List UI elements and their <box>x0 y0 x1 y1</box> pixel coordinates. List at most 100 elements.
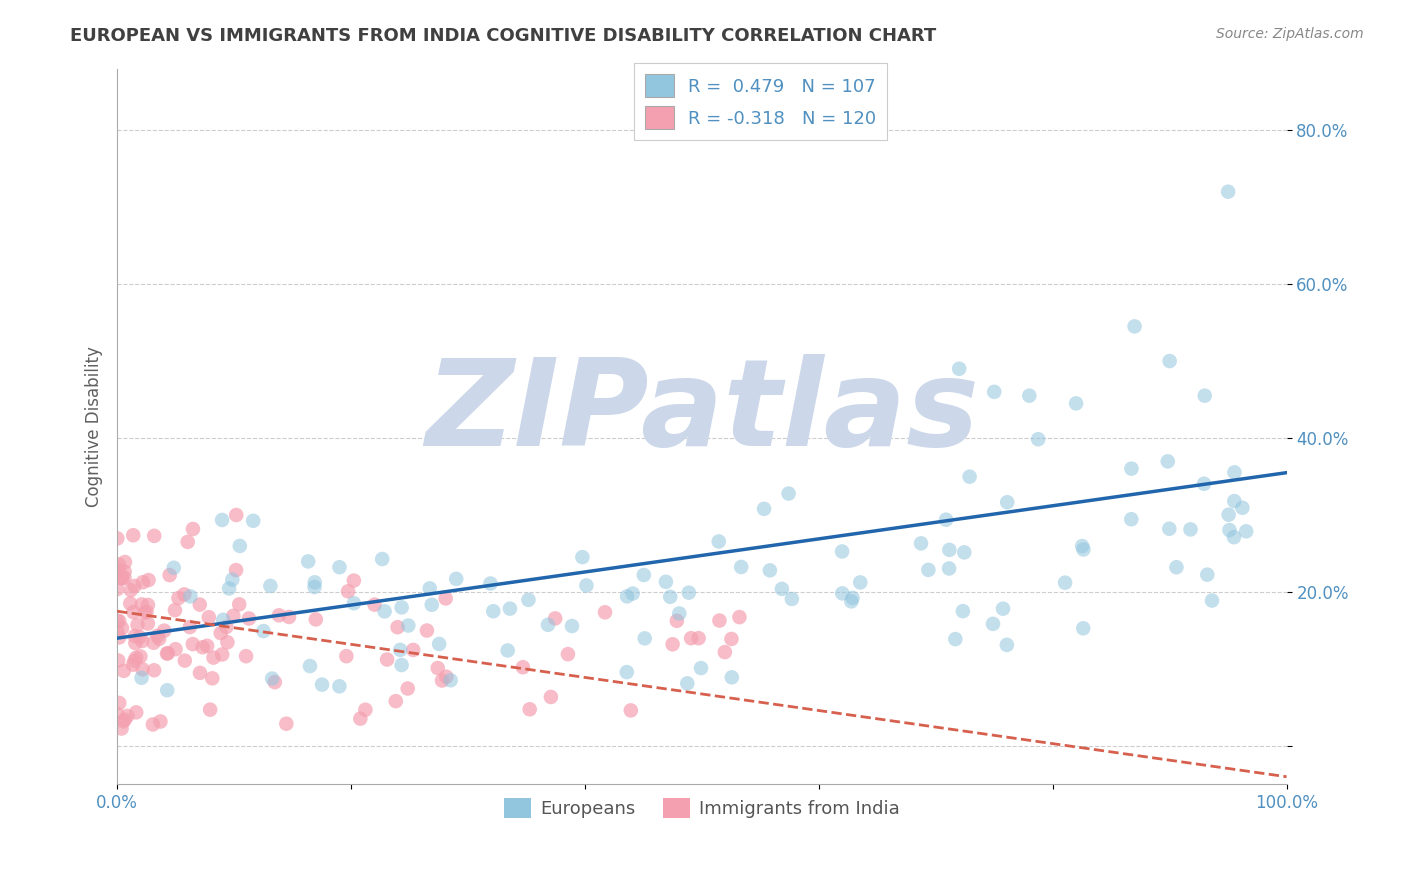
Point <box>143 663 166 677</box>
Point <box>142 636 165 650</box>
Point <box>391 600 413 615</box>
Point <box>849 575 872 590</box>
Point <box>105 624 128 639</box>
Point <box>156 683 179 698</box>
Point <box>177 534 200 549</box>
Point <box>105 614 128 628</box>
Point <box>1232 500 1254 515</box>
Text: EUROPEAN VS IMMIGRANTS FROM INDIA COGNITIVE DISABILITY CORRELATION CHART: EUROPEAN VS IMMIGRANTS FROM INDIA COGNIT… <box>70 27 936 45</box>
Point <box>659 590 682 604</box>
Point <box>374 604 396 618</box>
Point <box>1018 389 1040 403</box>
Point <box>173 587 195 601</box>
Point <box>720 632 742 646</box>
Point <box>111 571 134 585</box>
Point <box>544 611 567 625</box>
Point <box>707 534 730 549</box>
Point <box>938 542 960 557</box>
Point <box>127 618 149 632</box>
Point <box>995 495 1018 509</box>
Point <box>419 582 441 596</box>
Point <box>112 664 135 678</box>
Point <box>434 670 457 684</box>
Point <box>678 585 700 599</box>
Point <box>948 361 970 376</box>
Point <box>128 630 150 644</box>
Point <box>354 703 377 717</box>
Point <box>179 620 201 634</box>
Point <box>112 714 135 729</box>
Point <box>1071 621 1094 635</box>
Point <box>343 574 366 588</box>
Point <box>519 702 541 716</box>
Point <box>304 580 326 594</box>
Point <box>225 508 247 522</box>
Point <box>1054 575 1077 590</box>
Point <box>148 632 170 646</box>
Point <box>165 642 187 657</box>
Point <box>439 673 461 688</box>
Point <box>1159 354 1181 368</box>
Point <box>720 670 742 684</box>
Point <box>770 582 793 596</box>
Point <box>108 696 131 710</box>
Point <box>107 653 129 667</box>
Point <box>337 584 360 599</box>
Point <box>1218 508 1240 522</box>
Point <box>1218 523 1240 537</box>
Point <box>173 654 195 668</box>
Point <box>122 657 145 672</box>
Point <box>943 632 966 646</box>
Point <box>952 604 974 618</box>
Point <box>114 565 136 579</box>
Point <box>120 583 142 598</box>
Point <box>311 678 333 692</box>
Point <box>938 561 960 575</box>
Point <box>1192 476 1215 491</box>
Point <box>959 469 981 483</box>
Point <box>1121 512 1143 526</box>
Point <box>222 608 245 623</box>
Point <box>714 645 737 659</box>
Point <box>759 563 782 577</box>
Point <box>138 573 160 587</box>
Point <box>163 603 186 617</box>
Point <box>517 592 540 607</box>
Y-axis label: Cognitive Disability: Cognitive Disability <box>86 346 103 507</box>
Point <box>143 529 166 543</box>
Point <box>391 658 413 673</box>
Point <box>122 605 145 619</box>
Point <box>1180 522 1202 536</box>
Point <box>124 579 146 593</box>
Point <box>575 578 598 592</box>
Point <box>134 606 156 620</box>
Point <box>111 621 134 635</box>
Point <box>278 610 301 624</box>
Point <box>616 665 638 679</box>
Point <box>242 514 264 528</box>
Point <box>1216 185 1239 199</box>
Point <box>349 712 371 726</box>
Point <box>156 647 179 661</box>
Point <box>1073 542 1095 557</box>
Point <box>142 717 165 731</box>
Point <box>1064 396 1087 410</box>
Text: ZIPatlas: ZIPatlas <box>425 353 979 471</box>
Point <box>1159 522 1181 536</box>
Point <box>108 566 131 580</box>
Point <box>195 639 218 653</box>
Point <box>211 513 233 527</box>
Point <box>146 629 169 643</box>
Point <box>983 384 1005 399</box>
Point <box>389 643 412 657</box>
Point <box>181 522 204 536</box>
Point <box>263 675 285 690</box>
Point <box>136 598 159 612</box>
Point <box>114 571 136 585</box>
Point <box>131 598 153 612</box>
Point <box>262 672 284 686</box>
Point <box>995 638 1018 652</box>
Point <box>780 591 803 606</box>
Point <box>571 550 593 565</box>
Point <box>131 662 153 676</box>
